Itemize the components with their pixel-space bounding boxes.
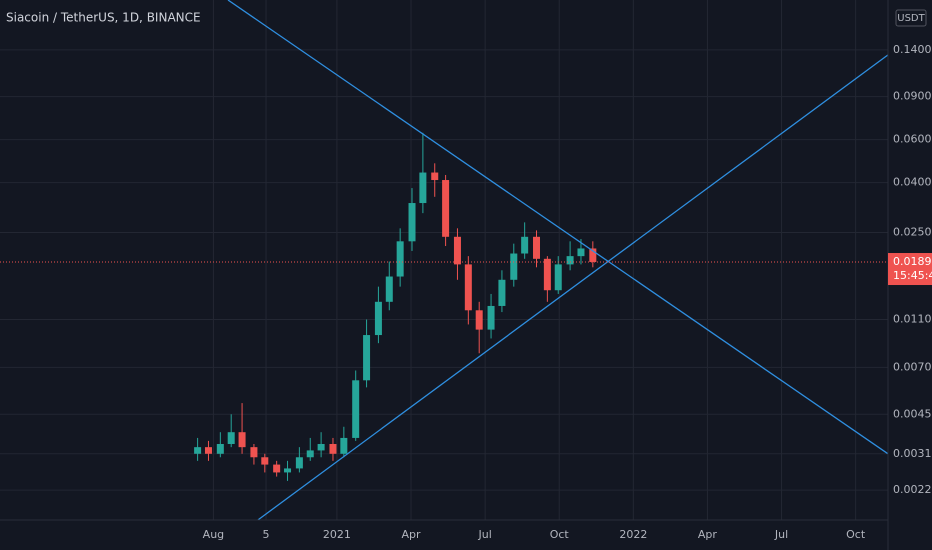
candle-body xyxy=(577,248,585,257)
currency-box[interactable] xyxy=(895,9,927,27)
countdown-label: 15:45:46 xyxy=(893,269,932,282)
x-tick-label: Jul xyxy=(774,528,788,541)
candle-body xyxy=(352,380,360,438)
current-price-badge xyxy=(888,253,932,286)
candle-body xyxy=(363,335,371,381)
currency-label[interactable]: USDT xyxy=(897,13,925,24)
current-price-label: 0.01892 xyxy=(893,255,932,268)
candle-body xyxy=(554,264,562,291)
candle-body xyxy=(340,437,348,454)
candle-body xyxy=(510,253,518,280)
candle-body xyxy=(374,301,382,336)
candle-body xyxy=(295,457,303,469)
candle-body xyxy=(385,276,393,302)
candle-body xyxy=(284,468,292,473)
candle-body xyxy=(533,236,541,259)
x-tick-label: 2021 xyxy=(323,528,351,541)
candle-body xyxy=(419,172,427,204)
candle-body xyxy=(566,256,574,265)
candle-body xyxy=(396,241,404,277)
x-tick-label: Aug xyxy=(203,528,224,541)
x-tick-label: Oct xyxy=(846,528,866,541)
chart-title: Siacoin / TetherUS, 1D, BINANCE xyxy=(6,11,201,25)
candle-body xyxy=(227,432,235,444)
x-tick-label: Oct xyxy=(550,528,570,541)
candle-body xyxy=(317,443,325,451)
candle-body xyxy=(464,264,472,311)
x-tick-label: Jul xyxy=(477,528,491,541)
candle-body xyxy=(238,432,246,448)
candle-body xyxy=(498,279,506,306)
candle-body xyxy=(250,447,258,458)
candle-body xyxy=(589,248,597,263)
candle-body xyxy=(521,236,529,254)
candle-body xyxy=(431,172,439,181)
candle-body xyxy=(408,203,416,242)
candle-body xyxy=(261,457,269,465)
x-tick-label: 5 xyxy=(263,528,270,541)
candle-body xyxy=(216,443,224,454)
candle-body xyxy=(329,443,337,454)
candle-body xyxy=(453,236,461,265)
y-tick-label: 0.00220 xyxy=(893,483,932,496)
x-tick-label: 2022 xyxy=(619,528,647,541)
x-tick-label: Apr xyxy=(402,528,422,541)
candle-body xyxy=(204,447,212,454)
candle-body xyxy=(194,447,202,454)
candle-body xyxy=(273,464,281,473)
candle-body xyxy=(306,450,314,458)
x-tick-label: Apr xyxy=(698,528,718,541)
trend-line xyxy=(257,54,889,521)
candle-body xyxy=(543,258,551,291)
trend-line xyxy=(227,0,889,455)
candle-body xyxy=(475,310,483,330)
candle-body xyxy=(487,305,495,330)
candle-body xyxy=(442,180,450,237)
